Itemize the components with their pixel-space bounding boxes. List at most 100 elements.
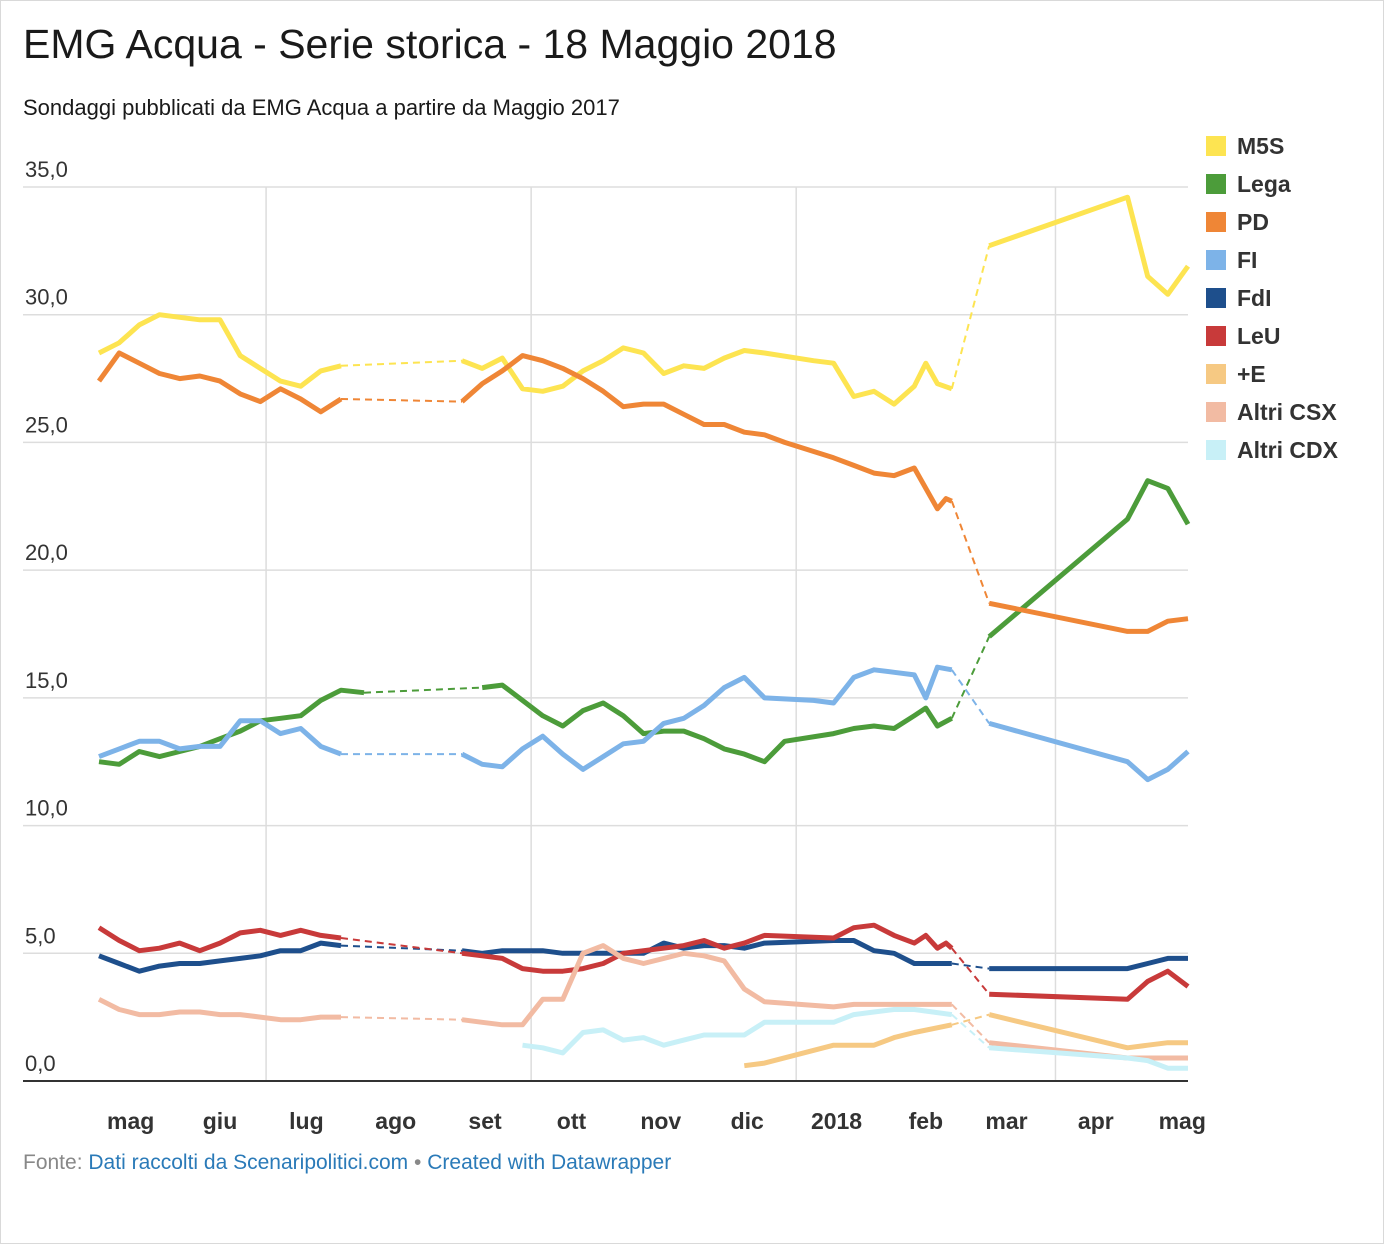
legend-item: Altri CSX <box>1206 393 1338 431</box>
series-gap-connector <box>951 962 990 970</box>
y-tick-label: 10,0 <box>25 796 68 821</box>
series-line <box>481 682 953 765</box>
series-line <box>989 955 1188 972</box>
series-line <box>522 1007 953 1056</box>
x-tick-label: mag <box>1159 1108 1206 1134</box>
x-tick-label: set <box>468 1108 502 1134</box>
x-tick-label: mar <box>985 1108 1027 1134</box>
series-line <box>460 664 953 772</box>
legend-swatch <box>1206 402 1226 422</box>
y-tick-label: 15,0 <box>25 668 68 693</box>
series-lines <box>96 194 1191 1071</box>
legend-item: LeU <box>1206 317 1338 355</box>
series-e <box>743 1012 1188 1069</box>
x-axis-labels: mag giu lug ago set ott nov dic 2018 feb mar apr mag <box>107 1108 1206 1134</box>
legend-item: +E <box>1206 355 1338 393</box>
series-line <box>988 600 1189 634</box>
series-line <box>98 687 365 767</box>
series-gap-connector <box>951 1013 990 1026</box>
legend-item: Altri CDX <box>1206 431 1338 469</box>
series-line <box>988 720 1190 783</box>
series-pd <box>96 350 1189 634</box>
legend-swatch <box>1206 440 1226 460</box>
series-gap-connector <box>951 1013 990 1049</box>
series-m5s <box>97 194 1191 407</box>
y-tick-label: 35,0 <box>25 157 68 182</box>
series-line <box>988 194 1191 297</box>
legend-swatch <box>1206 288 1226 308</box>
series-gap-connector <box>951 1003 990 1044</box>
legend-swatch <box>1206 250 1226 270</box>
datawrapper-link[interactable]: Created with Datawrapper <box>427 1151 672 1174</box>
legend-label: FI <box>1237 246 1258 273</box>
x-tick-label: dic <box>731 1108 764 1134</box>
x-tick-label: 2018 <box>811 1108 862 1134</box>
series-gap-connector <box>950 500 991 604</box>
legend-label: PD <box>1237 208 1269 235</box>
x-tick-label: apr <box>1078 1108 1114 1134</box>
legend-label: Lega <box>1237 170 1291 197</box>
series-line <box>988 1012 1188 1051</box>
legend-item: PD <box>1206 203 1338 241</box>
series-gap-connector <box>363 686 483 694</box>
chart-title: EMG Acqua - Serie storica - 18 Maggio 20… <box>23 21 837 67</box>
series-altri-cdx <box>522 1007 1188 1071</box>
legend-item: Lega <box>1206 165 1338 203</box>
x-tick-label: nov <box>640 1108 681 1134</box>
series-gap-connector <box>340 398 463 403</box>
legend-swatch <box>1206 364 1226 384</box>
series-gap-connector <box>950 636 991 719</box>
series-line <box>743 1022 953 1069</box>
legend-label: +E <box>1237 360 1266 387</box>
series-altri-csx <box>97 943 1188 1061</box>
series-line <box>461 922 954 974</box>
source-link[interactable]: Dati raccolti da Scenaripolitici.com <box>88 1151 409 1174</box>
series-line <box>989 968 1190 1002</box>
series-gap-connector <box>950 669 991 724</box>
x-tick-label: mag <box>107 1108 154 1134</box>
series-line <box>461 943 952 1028</box>
series-line <box>97 925 342 954</box>
legend-swatch <box>1206 136 1226 156</box>
chart-subtitle: Sondaggi pubblicati da EMG Acqua a parti… <box>23 95 620 120</box>
y-tick-label: 30,0 <box>25 285 68 310</box>
footer: Fonte: Dati raccolti da Scenaripolitici.… <box>23 1151 671 1175</box>
series-line <box>97 997 341 1023</box>
series-gap-connector <box>950 245 991 390</box>
series-line <box>98 940 342 974</box>
series-gap-connector <box>340 1016 463 1021</box>
series-line <box>987 478 1191 639</box>
y-axis-labels: 0,0 5,0 10,0 15,0 20,0 25,0 30,0 35,0 <box>25 157 68 1076</box>
y-tick-label: 5,0 <box>25 923 56 948</box>
series-leu <box>97 922 1190 1002</box>
source-prefix: Fonte: <box>23 1151 83 1174</box>
legend-label: Altri CDX <box>1237 436 1338 463</box>
series-line <box>461 345 953 407</box>
legend-label: Altri CSX <box>1237 398 1337 425</box>
legend-label: LeU <box>1237 322 1281 349</box>
series-line <box>97 312 342 389</box>
series-gap-connector <box>340 359 463 367</box>
legend-item: M5S <box>1206 127 1338 165</box>
y-tick-label: 25,0 <box>25 412 68 437</box>
x-tick-label: ott <box>557 1108 587 1134</box>
series-gap-connector <box>340 937 463 955</box>
legend-item: FI <box>1206 241 1338 279</box>
x-tick-label: lug <box>289 1108 324 1134</box>
series-line <box>96 350 343 415</box>
legend-label: FdI <box>1237 284 1272 311</box>
legend-swatch <box>1206 326 1226 346</box>
series-fi <box>98 664 1190 783</box>
legend-label: M5S <box>1237 132 1285 159</box>
series-line <box>460 353 953 512</box>
x-tick-label: feb <box>909 1108 944 1134</box>
series-line <box>989 1045 1188 1071</box>
legend-item: FdI <box>1206 279 1338 317</box>
footer-separator: • <box>414 1151 422 1174</box>
series-line <box>98 718 342 759</box>
series-fdi <box>98 938 1188 974</box>
legend-swatch <box>1206 212 1226 232</box>
legend-swatch <box>1206 174 1226 194</box>
